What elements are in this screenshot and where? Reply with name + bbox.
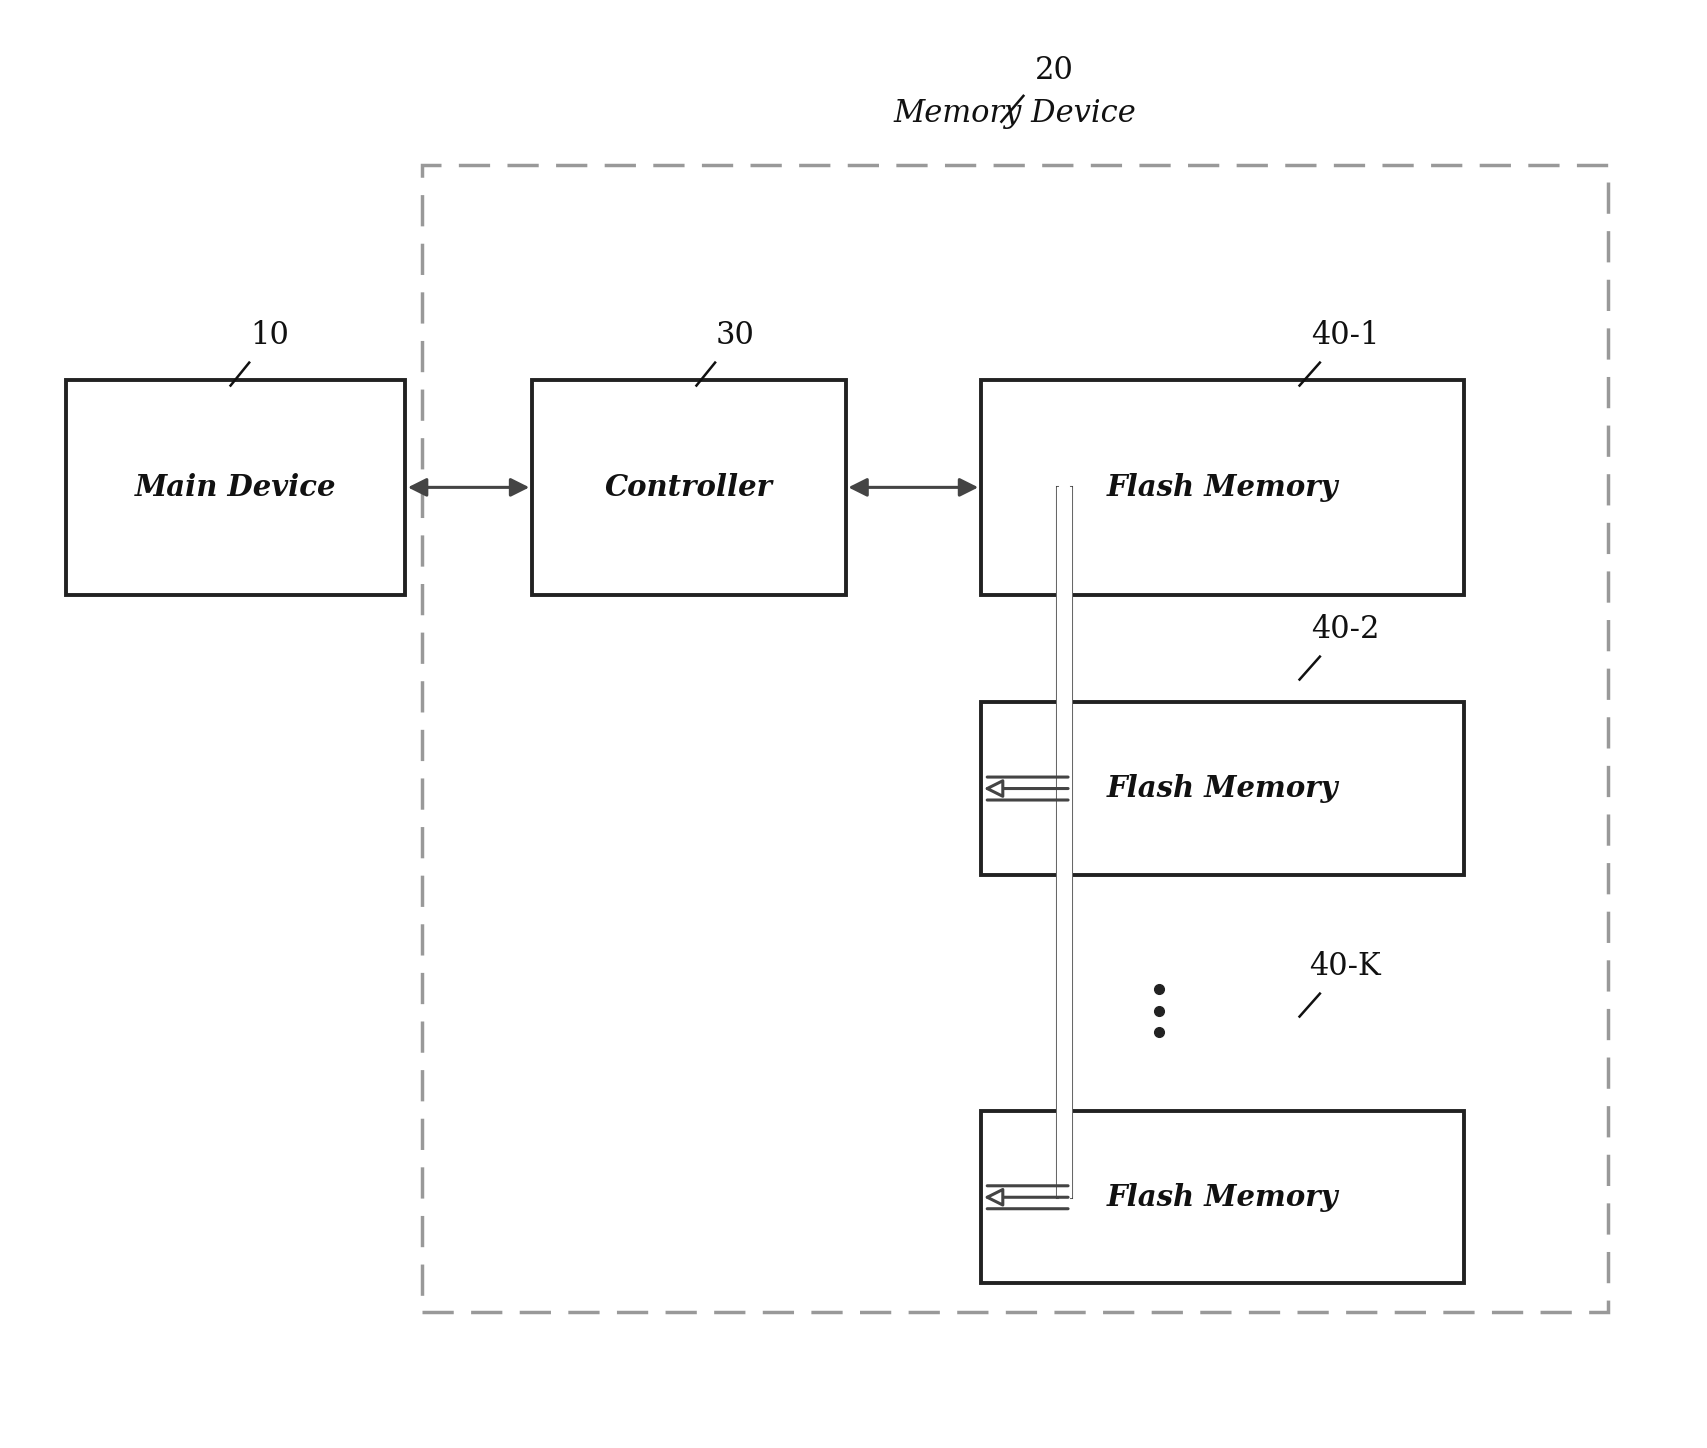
Text: 10: 10	[249, 320, 288, 350]
Text: Controller: Controller	[604, 473, 772, 502]
Text: Flash Memory: Flash Memory	[1106, 775, 1338, 804]
Bar	[67, 379, 405, 595]
Text: 40-2: 40-2	[1311, 614, 1379, 646]
Bar	[980, 379, 1463, 595]
Text: Memory Device: Memory Device	[893, 98, 1135, 129]
Bar	[422, 165, 1606, 1312]
Text: Main Device: Main Device	[135, 473, 336, 502]
Text: 20: 20	[1034, 55, 1072, 85]
Bar	[980, 702, 1463, 875]
Text: 40-K: 40-K	[1309, 951, 1381, 982]
Text: Flash Memory: Flash Memory	[1106, 1183, 1338, 1212]
Text: Flash Memory: Flash Memory	[1106, 473, 1338, 502]
Bar	[533, 379, 845, 595]
Text: 30: 30	[715, 320, 754, 350]
Bar	[980, 1111, 1463, 1283]
Text: 40-1: 40-1	[1311, 320, 1379, 350]
